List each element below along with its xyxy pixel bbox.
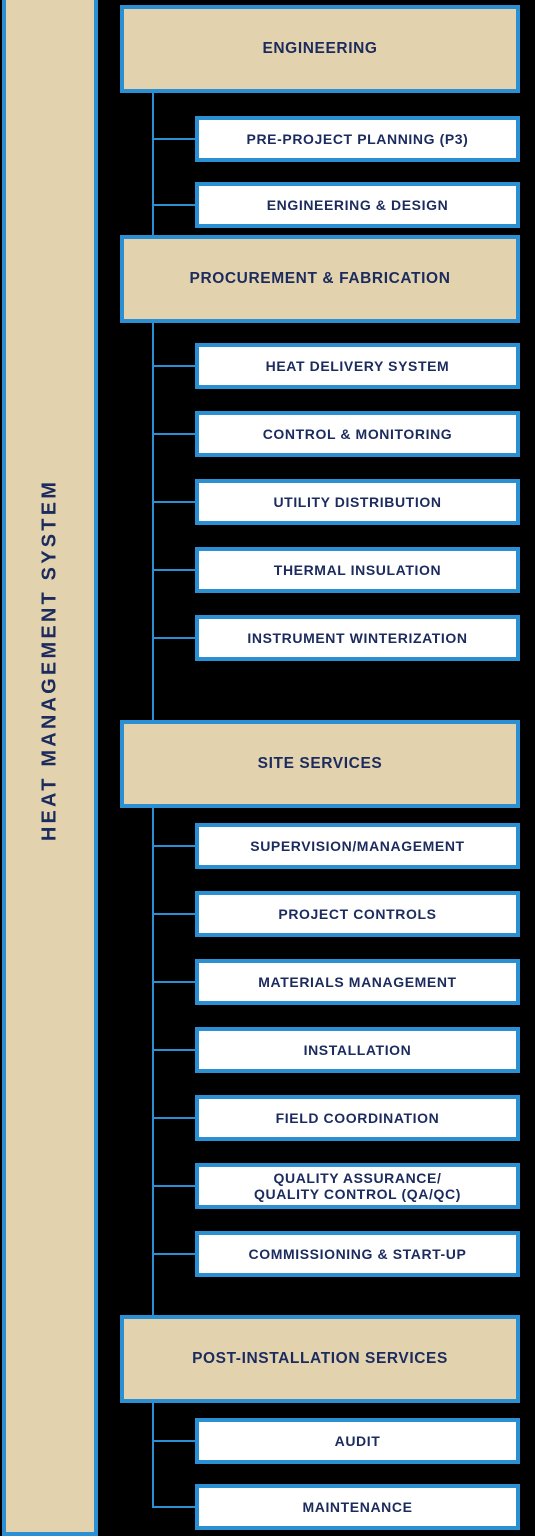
section-item: INSTRUMENT WINTERIZATION	[195, 615, 520, 661]
section-item: MATERIALS MANAGEMENT	[195, 959, 520, 1005]
section-item: CONTROL & MONITORING	[195, 411, 520, 457]
section-header: ENGINEERING	[120, 5, 520, 93]
section-item: INSTALLATION	[195, 1027, 520, 1073]
section-header: POST-INSTALLATION SERVICES	[120, 1315, 520, 1403]
section-item: UTILITY DISTRIBUTION	[195, 479, 520, 525]
section-item: QUALITY ASSURANCE/ QUALITY CONTROL (QA/Q…	[195, 1163, 520, 1209]
section-item: THERMAL INSULATION	[195, 547, 520, 593]
side-bar	[2, 0, 98, 1536]
section-item: SUPERVISION/MANAGEMENT	[195, 823, 520, 869]
section-header: SITE SERVICES	[120, 720, 520, 808]
section-item: MAINTENANCE	[195, 1484, 520, 1530]
section-item: ENGINEERING & DESIGN	[195, 182, 520, 228]
section-item: FIELD COORDINATION	[195, 1095, 520, 1141]
section-header: PROCUREMENT & FABRICATION	[120, 235, 520, 323]
section-item: PROJECT CONTROLS	[195, 891, 520, 937]
section-item: AUDIT	[195, 1418, 520, 1464]
section-item: COMMISSIONING & START-UP	[195, 1231, 520, 1277]
section-item: PRE-PROJECT PLANNING (P3)	[195, 116, 520, 162]
section-item: HEAT DELIVERY SYSTEM	[195, 343, 520, 389]
